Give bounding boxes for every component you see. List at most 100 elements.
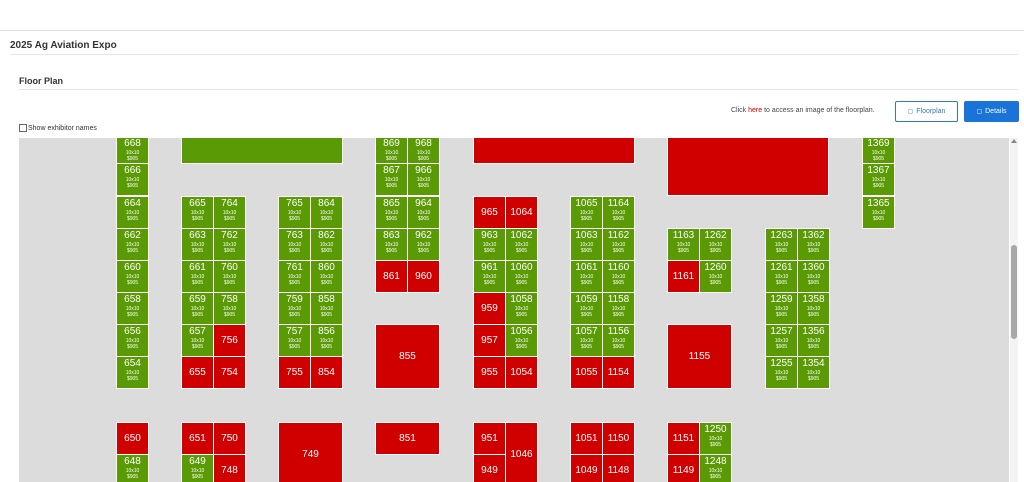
booth-1367[interactable]: 1367 10x10 $905 (862, 163, 895, 196)
booth-1065[interactable]: 1065 10x10 $905 (570, 196, 603, 229)
booth-759[interactable]: 759 10x10 $905 (278, 292, 311, 325)
booth-851[interactable]: 851 (375, 422, 440, 455)
booth-662[interactable]: 662 10x10 $905 (116, 228, 149, 261)
booth-659[interactable]: 659 10x10 $905 (181, 292, 214, 325)
booth-1163[interactable]: 1163 10x10 $905 (667, 228, 700, 261)
booth-1263[interactable]: 1263 10x10 $905 (765, 228, 798, 261)
booth-1063[interactable]: 1063 10x10 $905 (570, 228, 603, 261)
booth-863[interactable]: 863 10x10 $905 (375, 228, 408, 261)
booth-762[interactable]: 762 10x10 $905 (213, 228, 246, 261)
booth-1158[interactable]: 1158 10x10 $905 (602, 292, 635, 325)
booth-1055[interactable]: 1055 (570, 356, 603, 389)
booth-1255[interactable]: 1255 10x10 $905 (765, 356, 798, 389)
booth-1059[interactable]: 1059 10x10 $905 (570, 292, 603, 325)
booth-1156[interactable]: 1156 10x10 $905 (602, 324, 635, 357)
booth-1058[interactable]: 1058 10x10 $905 (505, 292, 538, 325)
booth-660[interactable]: 660 10x10 $905 (116, 260, 149, 293)
booth-1362[interactable]: 1362 10x10 $905 (797, 228, 830, 261)
booth-1161[interactable]: 1161 (667, 260, 700, 293)
booth-665[interactable]: 665 10x10 $905 (181, 196, 214, 229)
booth-867[interactable]: 867 10x10 $905 (375, 163, 408, 196)
booth-1062[interactable]: 1062 10x10 $905 (505, 228, 538, 261)
booth-757[interactable]: 757 10x10 $905 (278, 324, 311, 357)
booth-960[interactable]: 960 (407, 260, 440, 293)
booth-1060[interactable]: 1060 10x10 $905 (505, 260, 538, 293)
booth-949[interactable]: 949 (473, 454, 506, 482)
booth-1250[interactable]: 1250 10x10 $905 (699, 422, 732, 455)
booth-1155[interactable]: 1155 (667, 324, 732, 389)
booth-1262[interactable]: 1262 10x10 $905 (699, 228, 732, 261)
booth-963[interactable]: 963 10x10 $905 (473, 228, 506, 261)
booth-754[interactable]: 754 (213, 356, 246, 389)
booth-block[interactable] (181, 138, 343, 164)
booth-1057[interactable]: 1057 10x10 $905 (570, 324, 603, 357)
booth-761[interactable]: 761 10x10 $905 (278, 260, 311, 293)
booth-656[interactable]: 656 10x10 $905 (116, 324, 149, 357)
booth-765[interactable]: 765 10x10 $905 (278, 196, 311, 229)
booth-965[interactable]: 965 (473, 196, 506, 229)
booth-860[interactable]: 860 10x10 $905 (310, 260, 343, 293)
booth-763[interactable]: 763 10x10 $905 (278, 228, 311, 261)
booth-648[interactable]: 648 10x10 $905 (116, 454, 149, 482)
booth-966[interactable]: 966 10x10 $905 (407, 163, 440, 196)
booth-1257[interactable]: 1257 10x10 $905 (765, 324, 798, 357)
booth-951[interactable]: 951 (473, 422, 506, 455)
booth-654[interactable]: 654 10x10 $905 (116, 356, 149, 389)
booth-760[interactable]: 760 10x10 $905 (213, 260, 246, 293)
booth-1049[interactable]: 1049 (570, 454, 603, 482)
booth-755[interactable]: 755 (278, 356, 311, 389)
booth-854[interactable]: 854 (310, 356, 343, 389)
booth-661[interactable]: 661 10x10 $905 (181, 260, 214, 293)
booth-1358[interactable]: 1358 10x10 $905 (797, 292, 830, 325)
booth-957[interactable]: 957 (473, 324, 506, 357)
booth-749[interactable]: 749 (278, 422, 343, 482)
booth-666[interactable]: 666 10x10 $905 (116, 163, 149, 196)
booth-663[interactable]: 663 10x10 $905 (181, 228, 214, 261)
booth-756[interactable]: 756 (213, 324, 246, 357)
booth-655[interactable]: 655 (181, 356, 214, 389)
booth-1365[interactable]: 1365 10x10 $905 (862, 196, 895, 229)
booth-1064[interactable]: 1064 (505, 196, 538, 229)
booth-block[interactable] (473, 138, 635, 164)
booth-1260[interactable]: 1260 10x10 $905 (699, 260, 732, 293)
booth-964[interactable]: 964 10x10 $905 (407, 196, 440, 229)
floorplan-button[interactable]: ▢ Floorplan (895, 101, 958, 122)
booth-1160[interactable]: 1160 10x10 $905 (602, 260, 635, 293)
booth-651[interactable]: 651 (181, 422, 214, 455)
booth-959[interactable]: 959 (473, 292, 506, 325)
details-button[interactable]: ▢ Details (964, 101, 1019, 122)
booth-1248[interactable]: 1248 10x10 $905 (699, 454, 732, 482)
booth-861[interactable]: 861 (375, 260, 408, 293)
booth-1151[interactable]: 1151 (667, 422, 700, 455)
booth-865[interactable]: 865 10x10 $905 (375, 196, 408, 229)
booth-750[interactable]: 750 (213, 422, 246, 455)
floorplan-image-link[interactable]: here (748, 107, 763, 114)
booth-1061[interactable]: 1061 10x10 $905 (570, 260, 603, 293)
booth-1354[interactable]: 1354 10x10 $905 (797, 356, 830, 389)
booth-658[interactable]: 658 10x10 $905 (116, 292, 149, 325)
booth-1148[interactable]: 1148 (602, 454, 635, 482)
booth-1056[interactable]: 1056 10x10 $905 (505, 324, 538, 357)
booth-1149[interactable]: 1149 (667, 454, 700, 482)
booth-855[interactable]: 855 (375, 324, 440, 389)
booth-657[interactable]: 657 10x10 $905 (181, 324, 214, 357)
booth-1051[interactable]: 1051 (570, 422, 603, 455)
booth-864[interactable]: 864 10x10 $905 (310, 196, 343, 229)
booth-1356[interactable]: 1356 10x10 $905 (797, 324, 830, 357)
booth-1150[interactable]: 1150 (602, 422, 635, 455)
booth-748[interactable]: 748 (213, 454, 246, 482)
booth-649[interactable]: 649 10x10 $905 (181, 454, 214, 482)
scroll-thumb[interactable] (1011, 245, 1017, 339)
booth-764[interactable]: 764 10x10 $905 (213, 196, 246, 229)
show-names-checkbox[interactable] (19, 124, 27, 132)
booth-1164[interactable]: 1164 10x10 $905 (602, 196, 635, 229)
booth-block[interactable] (667, 138, 829, 196)
booth-856[interactable]: 856 10x10 $905 (310, 324, 343, 357)
booth-1054[interactable]: 1054 (505, 356, 538, 389)
scroll-up-arrow[interactable] (1011, 139, 1017, 143)
booth-1261[interactable]: 1261 10x10 $905 (765, 260, 798, 293)
show-exhibitor-names-toggle[interactable]: Show exhibitor names (19, 124, 97, 132)
booth-962[interactable]: 962 10x10 $905 (407, 228, 440, 261)
booth-664[interactable]: 664 10x10 $905 (116, 196, 149, 229)
booth-961[interactable]: 961 10x10 $905 (473, 260, 506, 293)
